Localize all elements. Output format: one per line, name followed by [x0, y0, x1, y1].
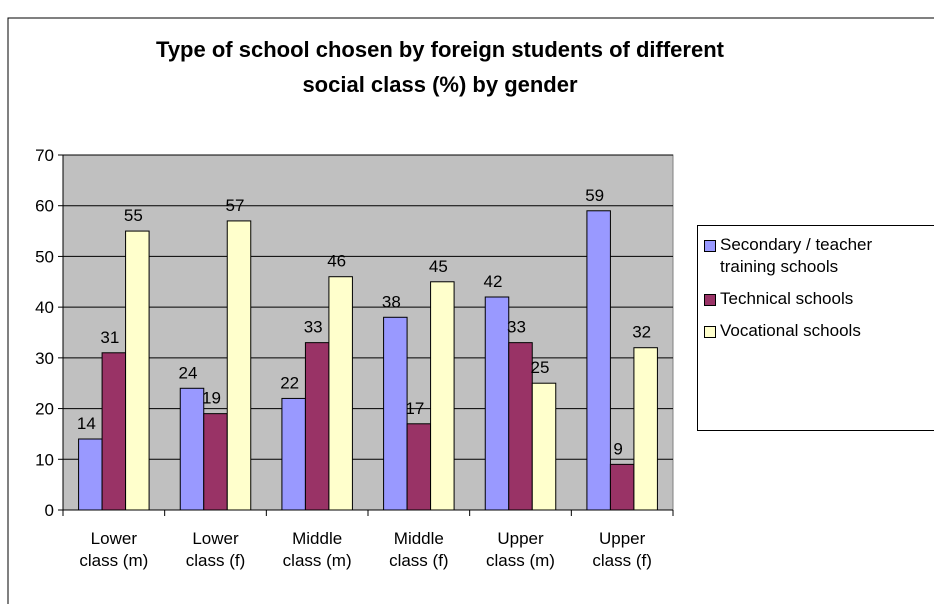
data-label: 57	[226, 196, 245, 215]
data-label: 31	[100, 328, 119, 347]
y-tick-label: 40	[35, 298, 54, 317]
x-tick-label: Lower class (f)	[185, 529, 246, 570]
data-label: 55	[124, 206, 143, 225]
legend-item: Secondary / teacher training schools	[704, 234, 934, 278]
bar	[226, 220, 252, 511]
data-label: 17	[405, 399, 424, 418]
legend-label: Secondary / teacher training schools	[720, 235, 873, 276]
data-label: 24	[179, 363, 198, 382]
x-tick-label: Upper class (f)	[592, 529, 652, 570]
y-tick-label: 50	[35, 247, 54, 266]
y-tick-label: 30	[35, 349, 54, 368]
bar	[383, 316, 408, 511]
y-tick-label: 20	[35, 400, 54, 419]
bar	[531, 382, 557, 511]
legend-swatch	[704, 326, 716, 338]
chart-title: Type of school chosen by foreign student…	[156, 37, 725, 97]
bar	[609, 463, 635, 511]
legend-label: Technical schools	[720, 289, 854, 308]
data-label: 32	[632, 323, 651, 342]
x-tick-label: Lower class (m)	[79, 529, 149, 570]
data-label: 42	[484, 272, 503, 291]
bar	[406, 423, 432, 511]
y-tick-label: 60	[35, 197, 54, 216]
data-label: 46	[327, 252, 346, 271]
bar	[304, 342, 330, 511]
bar	[179, 387, 205, 511]
bar	[633, 347, 658, 511]
legend-label: Vocational schools	[720, 321, 861, 340]
data-label: 38	[382, 292, 401, 311]
data-label: 33	[304, 318, 323, 337]
data-label: 9	[613, 439, 622, 458]
plot-area	[62, 154, 674, 511]
x-tick-label: Middle class (m)	[282, 529, 352, 570]
data-label: 14	[77, 414, 96, 433]
bar	[484, 296, 510, 511]
legend-item: Technical schools	[704, 288, 934, 310]
bar	[78, 438, 103, 511]
legend: Secondary / teacher training schools Tech…	[697, 225, 934, 431]
legend-swatch	[704, 240, 716, 252]
data-label: 45	[429, 257, 448, 276]
y-tick-label: 70	[35, 146, 54, 165]
bar	[430, 281, 455, 511]
y-tick-label: 10	[35, 450, 54, 469]
data-label: 25	[531, 358, 550, 377]
legend-item: Vocational schools	[704, 320, 934, 342]
bar	[101, 352, 127, 511]
x-tick-label: Middle class (f)	[389, 529, 449, 570]
bar	[125, 230, 150, 511]
data-label: 22	[280, 373, 299, 392]
bar	[281, 397, 306, 511]
data-label: 33	[507, 318, 526, 337]
data-label: 19	[202, 389, 221, 408]
bar	[586, 210, 611, 511]
data-label: 59	[585, 186, 604, 205]
x-tick-label: Upper class (m)	[486, 529, 555, 570]
legend-swatch	[704, 294, 716, 306]
bar	[508, 342, 533, 511]
bar	[203, 413, 228, 511]
y-tick-label: 0	[45, 501, 54, 520]
bar	[328, 276, 353, 511]
